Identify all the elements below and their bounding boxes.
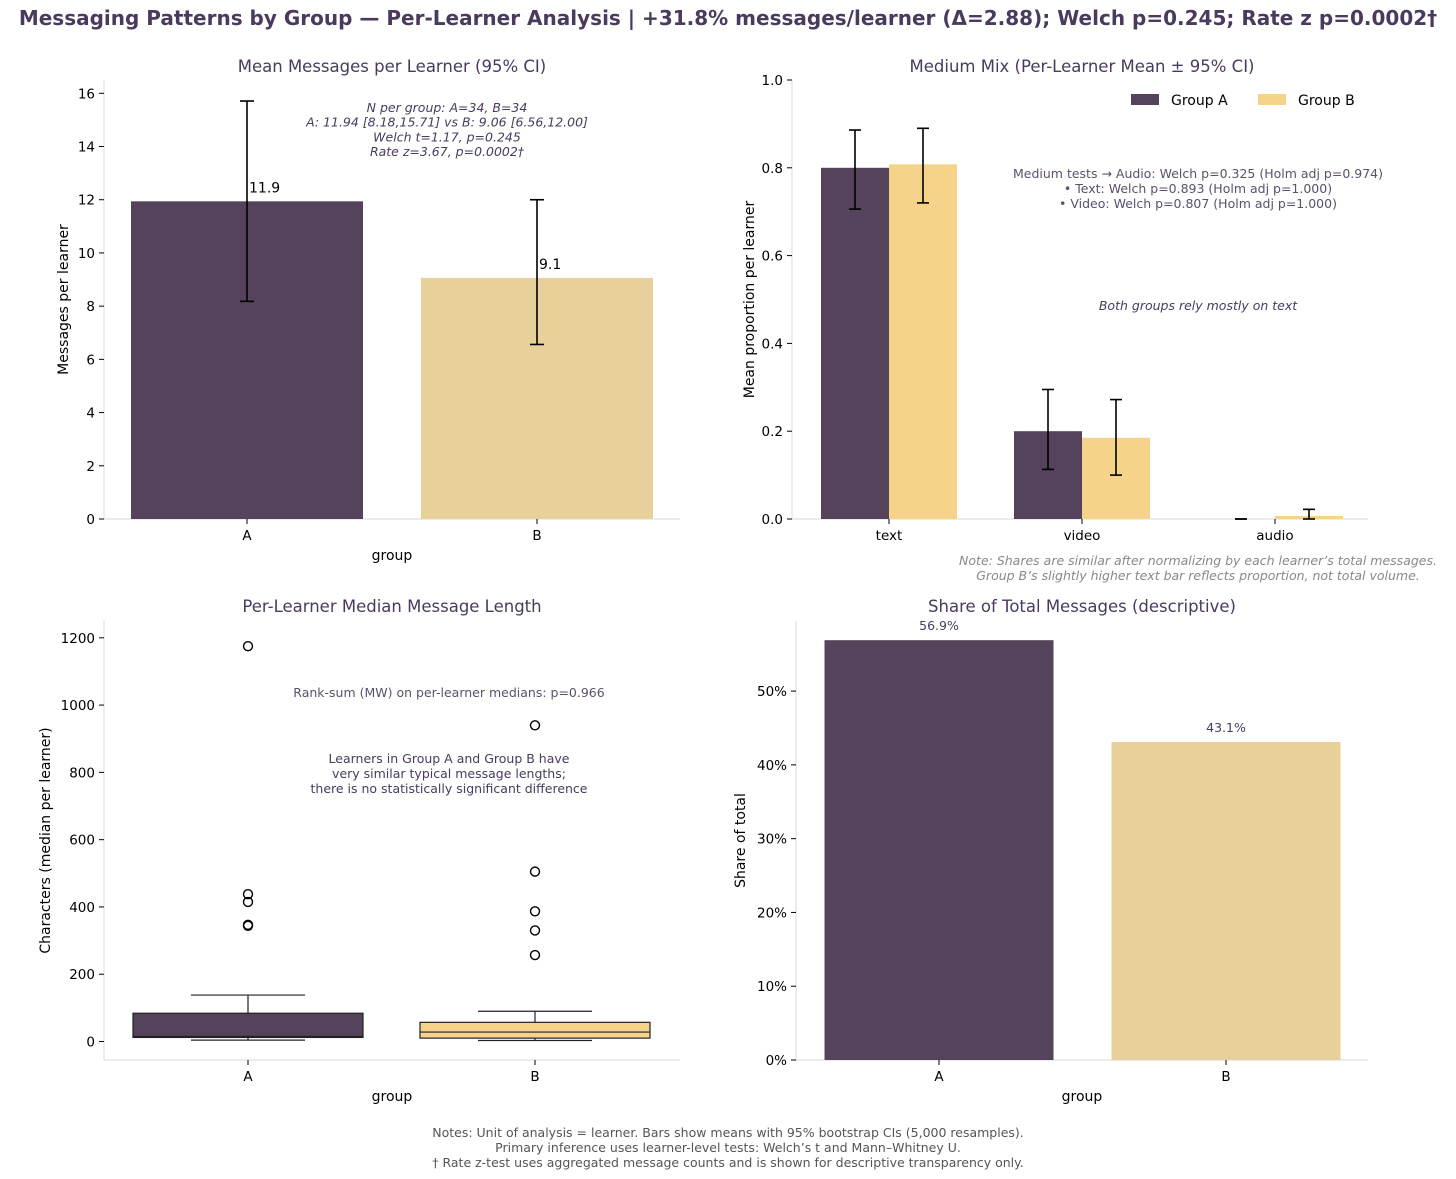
panel1-y-axis-label: Messages per learner xyxy=(56,224,72,375)
panel1-y-tick-label: 10 xyxy=(78,246,95,262)
panel1-annotation-line: Welch t=1.17, p=0.245 xyxy=(373,129,521,144)
panel1-annotation-line: A: 11.94 [8.18,15.71] vs B: 9.06 [6.56,1… xyxy=(305,115,588,130)
panel4-y-tick-label: 10% xyxy=(757,979,787,995)
panel4-x-axis-label: group xyxy=(1062,1089,1103,1105)
panel2-x-tick-label: text xyxy=(876,528,903,544)
panel3-x-tick-label: A xyxy=(243,1069,253,1085)
panel2-y-tick-label: 0.2 xyxy=(762,424,783,440)
panel3-annotation-line: there is no statistically significant di… xyxy=(311,781,588,796)
panel3-y-tick-label: 800 xyxy=(69,765,95,781)
panel3-y-tick-label: 1200 xyxy=(61,631,95,647)
panel3-box-B-outlier xyxy=(529,906,541,917)
panel3-box-B-outlier xyxy=(529,720,541,731)
panel3-annotation-line: very similar typical message lengths; xyxy=(332,766,566,781)
panel3-box-B-outlier xyxy=(529,925,541,936)
panel2-bar-text-group-b xyxy=(889,164,957,519)
panel3-y-tick-label: 200 xyxy=(69,967,95,983)
panel1-annotation-line: N per group: A=34, B=34 xyxy=(367,100,528,115)
panel1-y-tick-label: 14 xyxy=(78,140,95,156)
panel4-y-tick-label: 20% xyxy=(757,905,787,921)
panel4-x-tick-label: B xyxy=(1221,1069,1230,1085)
panel1-y-tick-label: 6 xyxy=(86,352,95,368)
panel1-y-tick-label: 16 xyxy=(78,86,95,102)
panel1-value-label: 11.9 xyxy=(249,180,280,196)
footer-line: Notes: Unit of analysis = learner. Bars … xyxy=(432,1125,1024,1140)
panel1-y-tick-label: 12 xyxy=(78,193,95,209)
panel1-x-axis-label: group xyxy=(372,548,413,564)
panel4-y-axis-label: Share of total xyxy=(733,793,749,888)
figure-footer-notes: Notes: Unit of analysis = learner. Bars … xyxy=(0,1125,1456,1170)
panel1-x-tick-label: B xyxy=(532,528,541,544)
panel1-value-label: 9.1 xyxy=(539,257,561,273)
figure-title: Messaging Patterns by Group — Per-Learne… xyxy=(18,6,1438,30)
panel4-bar-A xyxy=(824,640,1054,1060)
panel4-x-tick-label: A xyxy=(934,1069,944,1085)
panel4-y-tick-label: 50% xyxy=(757,684,787,700)
panel1-y-tick-label: 0 xyxy=(86,512,95,528)
panel4-title: Share of Total Messages (descriptive) xyxy=(928,597,1236,616)
panel3-box-A-outlier xyxy=(242,896,254,908)
footer-line: Primary inference uses learner-level tes… xyxy=(495,1140,961,1155)
panel2-test-line: • Text: Welch p=0.893 (Holm adj p=1.000) xyxy=(1064,181,1332,196)
panel3-box-B-outlier xyxy=(529,866,541,877)
panel2-legend-label: Group B xyxy=(1298,93,1355,109)
panel3-x-axis-label: group xyxy=(372,1089,413,1105)
panel2-y-tick-label: 0.0 xyxy=(762,512,783,528)
panel3-title: Per-Learner Median Message Length xyxy=(242,597,541,616)
panel2-legend-label: Group A xyxy=(1171,93,1228,109)
panel3-y-tick-label: 400 xyxy=(69,900,95,916)
panel2-y-tick-label: 0.8 xyxy=(762,161,783,177)
panel2-y-tick-label: 0.4 xyxy=(762,336,783,352)
panel2-bar-text-group-a xyxy=(821,167,889,520)
panel1-y-tick-label: 4 xyxy=(86,406,95,422)
panel2-annotation: Both groups rely mostly on text xyxy=(1099,298,1298,313)
panel2-test-line: Medium tests → Audio: Welch p=0.325 (Hol… xyxy=(1013,166,1383,181)
panel3-box-A-iqr xyxy=(132,1012,364,1039)
panel3-y-tick-label: 0 xyxy=(86,1034,95,1050)
panel3-box-A-outlier xyxy=(242,920,254,931)
panel2-legend-swatch-group-a xyxy=(1131,94,1159,105)
panel3-y-axis-label: Characters (median per learner) xyxy=(38,727,54,953)
panel4-y-tick-label: 40% xyxy=(757,758,787,774)
panel2-y-tick-label: 0.6 xyxy=(762,249,783,265)
panel3-y-tick-label: 1000 xyxy=(61,698,95,714)
panel2-test-line: • Video: Welch p=0.807 (Holm adj p=1.000… xyxy=(1059,196,1337,211)
panel4-value-label: 43.1% xyxy=(1206,720,1246,735)
panel1-y-tick-label: 8 xyxy=(86,299,95,315)
panel1-y-tick-label: 2 xyxy=(86,459,95,475)
panel2-note-line: Note: Shares are similar after normalizi… xyxy=(959,553,1437,568)
panel2-note-line: Group B’s slightly higher text bar refle… xyxy=(976,568,1420,583)
panel3-box-B-outlier xyxy=(529,949,541,961)
panel3-box-A-outlier xyxy=(242,641,254,652)
panel2-y-axis-label: Mean proportion per learner xyxy=(742,201,758,399)
panel1-x-tick-label: A xyxy=(242,528,252,544)
panel3-test-annotation: Rank-sum (MW) on per-learner medians: p=… xyxy=(293,685,604,700)
panel3-annotation-line: Learners in Group A and Group B have xyxy=(329,751,570,766)
panel2-y-tick-label: 1.0 xyxy=(762,73,783,89)
panel4-y-tick-label: 0% xyxy=(766,1053,788,1069)
panel2-legend-swatch-group-b xyxy=(1258,94,1286,105)
panel3-y-tick-label: 600 xyxy=(69,833,95,849)
panel4-value-label: 56.9% xyxy=(919,618,959,633)
panel1-title: Mean Messages per Learner (95% CI) xyxy=(238,57,547,76)
panel2-title: Medium Mix (Per-Learner Mean ± 95% CI) xyxy=(910,57,1255,76)
panel2-x-tick-label: video xyxy=(1064,528,1101,544)
panel4-bar-B xyxy=(1111,742,1341,1060)
panel2-x-tick-label: audio xyxy=(1256,528,1293,544)
panel3-x-tick-label: B xyxy=(530,1069,539,1085)
panel1-annotation-line: Rate z=3.67, p=0.0002† xyxy=(370,144,525,159)
footer-line: † Rate z-test uses aggregated message co… xyxy=(432,1155,1024,1170)
panel3-box-A-outlier xyxy=(242,888,254,900)
panel3-box-B-iqr xyxy=(419,1021,651,1039)
panel4-y-tick-label: 30% xyxy=(757,832,787,848)
